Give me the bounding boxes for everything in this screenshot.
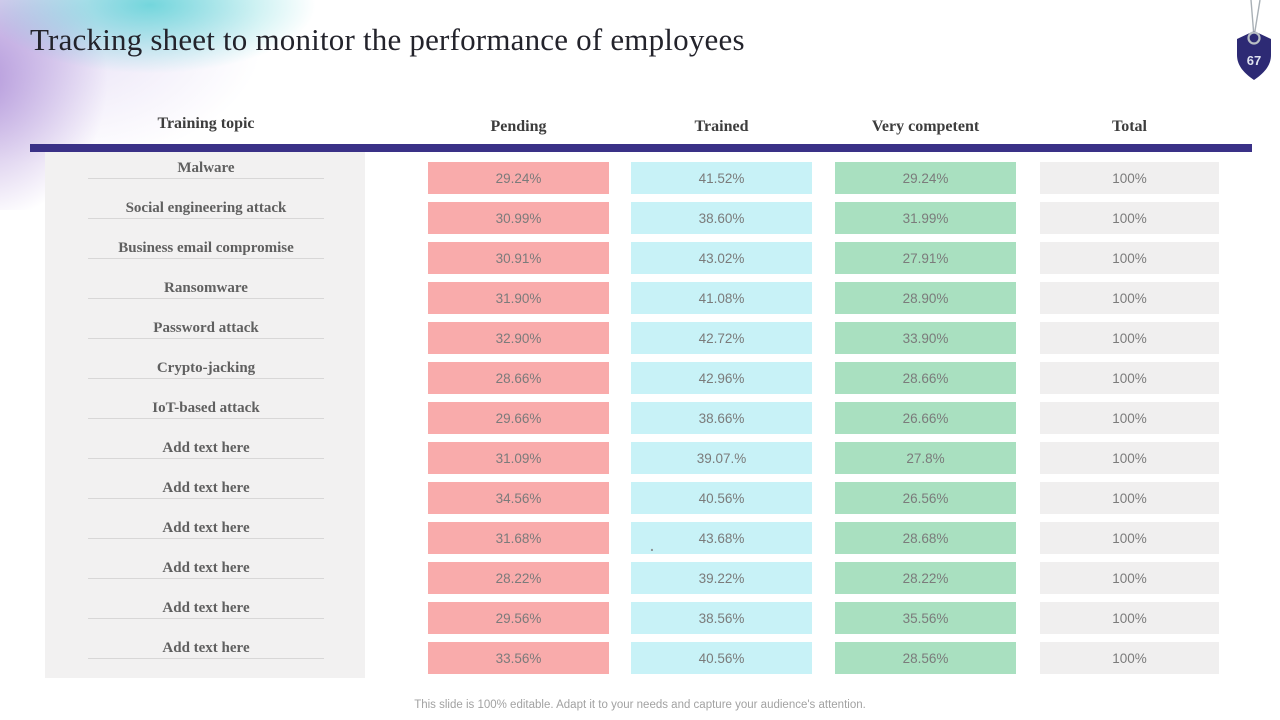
- column-header-pending: Pending: [490, 118, 547, 135]
- pending-value-cell: 33.56%: [428, 642, 609, 674]
- table-row: IoT-based attack 29.66% 38.66% 26.66% 10…: [0, 398, 1280, 438]
- table-row: Add text here 31.68% 43.68% 28.68% 100%: [0, 518, 1280, 558]
- very-competent-value-cell: 28.68%: [835, 522, 1016, 554]
- trained-value-cell: 41.08%: [631, 282, 812, 314]
- trained-value-cell: 41.52%: [631, 162, 812, 194]
- total-value-cell: 100%: [1040, 482, 1219, 514]
- shield-icon: [1237, 31, 1271, 80]
- trained-value-cell: 39.07.%: [631, 442, 812, 474]
- total-value-cell: 100%: [1040, 242, 1219, 274]
- training-topic-label: Business email compromise: [88, 238, 324, 259]
- pending-value-cell: 31.90%: [428, 282, 609, 314]
- very-competent-value-cell: 33.90%: [835, 322, 1016, 354]
- trained-value-cell: 38.56%: [631, 602, 812, 634]
- trained-value-cell: 40.56%: [631, 482, 812, 514]
- training-topic-label: Add text here: [88, 478, 324, 499]
- training-topic-label: Social engineering attack: [88, 198, 324, 219]
- total-value-cell: 100%: [1040, 442, 1219, 474]
- very-competent-value-cell: 27.91%: [835, 242, 1016, 274]
- pending-value-cell: 28.22%: [428, 562, 609, 594]
- training-topic-panel: [45, 152, 365, 678]
- trained-value-cell: 38.60%: [631, 202, 812, 234]
- pending-value-cell: 32.90%: [428, 322, 609, 354]
- column-header-trained: Trained: [694, 118, 749, 135]
- table-row: Business email compromise 30.91% 43.02% …: [0, 238, 1280, 278]
- table-row: Add text here 29.56% 38.56% 35.56% 100%: [0, 598, 1280, 638]
- table-row: Malware 29.24% 41.52% 29.24% 100%: [0, 158, 1280, 198]
- pending-value-cell: 29.56%: [428, 602, 609, 634]
- total-value-cell: 100%: [1040, 362, 1219, 394]
- table-row: Crypto-jacking 28.66% 42.96% 28.66% 100%: [0, 358, 1280, 398]
- header-accent-divider: [30, 144, 1252, 152]
- table-row: Ransomware 31.90% 41.08% 28.90% 100%: [0, 278, 1280, 318]
- table-row: Add text here 31.09% 39.07.% 27.8% 100%: [0, 438, 1280, 478]
- very-competent-value-cell: 28.56%: [835, 642, 1016, 674]
- training-topic-label: Add text here: [88, 518, 324, 539]
- training-topic-label: Add text here: [88, 438, 324, 459]
- very-competent-value-cell: 29.24%: [835, 162, 1016, 194]
- table-row: Password attack 32.90% 42.72% 33.90% 100…: [0, 318, 1280, 358]
- total-value-cell: 100%: [1040, 162, 1219, 194]
- page-title: Tracking sheet to monitor the performanc…: [30, 22, 745, 57]
- table-row: Add text here 28.22% 39.22% 28.22% 100%: [0, 558, 1280, 598]
- total-value-cell: 100%: [1040, 322, 1219, 354]
- trained-value-cell: 43.68%: [631, 522, 812, 554]
- trained-value-cell: 43.02%: [631, 242, 812, 274]
- total-value-cell: 100%: [1040, 402, 1219, 434]
- total-value-cell: 100%: [1040, 522, 1219, 554]
- badge-string-right: [1253, 0, 1261, 38]
- table-rows: Malware 29.24% 41.52% 29.24% 100% Social…: [0, 158, 1280, 678]
- training-topic-label: Add text here: [88, 558, 324, 579]
- pending-value-cell: 31.68%: [428, 522, 609, 554]
- training-topic-label: Malware: [88, 158, 324, 179]
- table-row: Add text here 33.56% 40.56% 28.56% 100%: [0, 638, 1280, 678]
- training-topic-label: Add text here: [88, 598, 324, 619]
- trained-value-cell: 42.72%: [631, 322, 812, 354]
- very-competent-value-cell: 28.90%: [835, 282, 1016, 314]
- column-header-very-competent: Very competent: [871, 118, 980, 135]
- stray-period-mark: .: [650, 538, 654, 554]
- training-topic-label: Ransomware: [88, 278, 324, 299]
- training-topic-label: IoT-based attack: [88, 398, 324, 419]
- trained-value-cell: 38.66%: [631, 402, 812, 434]
- page-number-badge: 67: [1237, 0, 1271, 80]
- badge-clip-loop: [1247, 31, 1261, 45]
- trained-value-cell: 39.22%: [631, 562, 812, 594]
- badge-string-left: [1250, 0, 1255, 38]
- total-value-cell: 100%: [1040, 642, 1219, 674]
- column-header-training-topic: Training topic: [157, 115, 255, 132]
- table-row: Add text here 34.56% 40.56% 26.56% 100%: [0, 478, 1280, 518]
- very-competent-value-cell: 35.56%: [835, 602, 1016, 634]
- table-row: Social engineering attack 30.99% 38.60% …: [0, 198, 1280, 238]
- pending-value-cell: 34.56%: [428, 482, 609, 514]
- column-header-total: Total: [1112, 118, 1147, 135]
- total-value-cell: 100%: [1040, 562, 1219, 594]
- badge-number: 67: [1247, 53, 1261, 68]
- editable-note: This slide is 100% editable. Adapt it to…: [414, 699, 866, 711]
- very-competent-value-cell: 28.66%: [835, 362, 1016, 394]
- very-competent-value-cell: 31.99%: [835, 202, 1016, 234]
- pending-value-cell: 30.99%: [428, 202, 609, 234]
- total-value-cell: 100%: [1040, 602, 1219, 634]
- pending-value-cell: 28.66%: [428, 362, 609, 394]
- pending-value-cell: 31.09%: [428, 442, 609, 474]
- trained-value-cell: 40.56%: [631, 642, 812, 674]
- pending-value-cell: 29.24%: [428, 162, 609, 194]
- training-topic-label: Password attack: [88, 318, 324, 339]
- training-topic-label: Crypto-jacking: [88, 358, 324, 379]
- total-value-cell: 100%: [1040, 282, 1219, 314]
- pending-value-cell: 30.91%: [428, 242, 609, 274]
- very-competent-value-cell: 27.8%: [835, 442, 1016, 474]
- training-topic-label: Add text here: [88, 638, 324, 659]
- very-competent-value-cell: 28.22%: [835, 562, 1016, 594]
- total-value-cell: 100%: [1040, 202, 1219, 234]
- very-competent-value-cell: 26.66%: [835, 402, 1016, 434]
- pending-value-cell: 29.66%: [428, 402, 609, 434]
- very-competent-value-cell: 26.56%: [835, 482, 1016, 514]
- trained-value-cell: 42.96%: [631, 362, 812, 394]
